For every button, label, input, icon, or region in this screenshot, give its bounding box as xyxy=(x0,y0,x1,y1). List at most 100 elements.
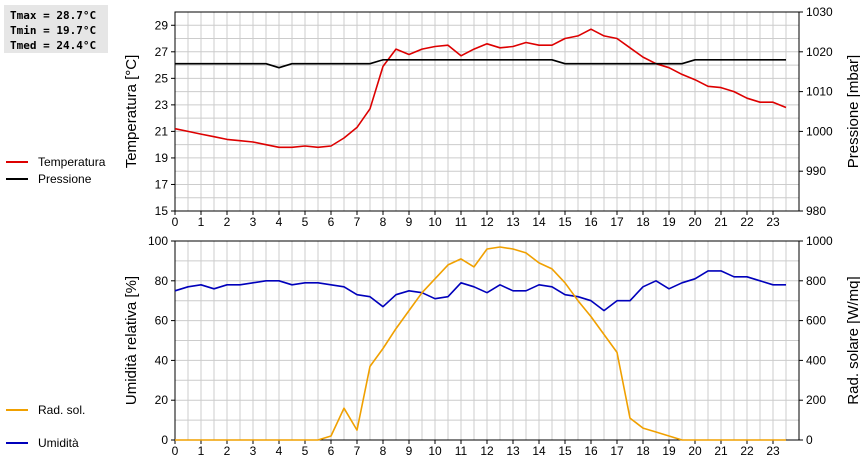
x-tick-label: 11 xyxy=(455,444,468,458)
y-right-tick-label: 990 xyxy=(806,164,826,178)
tmed-label: Tmed = 24.4°C xyxy=(10,39,97,52)
x-tick-label: 18 xyxy=(636,215,650,229)
x-tick-label: 5 xyxy=(302,215,309,229)
x-tick-label: 5 xyxy=(302,444,309,458)
x-tick-label: 21 xyxy=(714,444,728,458)
x-tick-label: 14 xyxy=(532,444,546,458)
x-tick-label: 9 xyxy=(406,444,413,458)
tmin-label: Tmin = 19.7°C xyxy=(10,24,97,37)
x-tick-label: 3 xyxy=(250,444,257,458)
x-tick-label: 12 xyxy=(480,215,494,229)
y-right-tick-label: 980 xyxy=(806,204,826,218)
x-tick-label: 6 xyxy=(328,215,335,229)
y-left-tick-label: 0 xyxy=(161,433,168,447)
x-tick-label: 11 xyxy=(455,215,468,229)
series-line-pressure xyxy=(175,58,786,69)
x-tick-label: 19 xyxy=(662,444,676,458)
x-tick-label: 17 xyxy=(610,215,624,229)
x-tick-label: 15 xyxy=(558,444,572,458)
legend-label-humidity: Umidità xyxy=(38,436,79,450)
y-left-tick-label: 60 xyxy=(155,314,169,328)
y-left-tick-label: 100 xyxy=(148,234,168,248)
x-tick-label: 1 xyxy=(198,215,205,229)
y-right-tick-label: 1010 xyxy=(806,85,833,99)
x-tick-label: 0 xyxy=(172,215,179,229)
x-tick-label: 22 xyxy=(740,444,754,458)
y-left-tick-label: 27 xyxy=(155,45,169,59)
x-tick-label: 8 xyxy=(380,444,387,458)
x-tick-label: 2 xyxy=(224,215,231,229)
x-tick-label: 7 xyxy=(354,444,361,458)
legend-item-radiation: Rad. sol. xyxy=(6,402,85,418)
x-tick-label: 4 xyxy=(276,444,283,458)
legend-label-pressure: Pressione xyxy=(38,172,92,186)
y-left-tick-label: 19 xyxy=(155,151,169,165)
legend-swatch-pressure xyxy=(6,178,28,180)
x-tick-label: 9 xyxy=(406,215,413,229)
x-tick-label: 16 xyxy=(584,444,598,458)
y-left-tick-label: 20 xyxy=(155,393,169,407)
x-tick-label: 3 xyxy=(250,215,257,229)
x-tick-label: 4 xyxy=(276,215,283,229)
y-left-tick-label: 15 xyxy=(155,204,169,218)
x-tick-label: 13 xyxy=(506,215,520,229)
x-tick-label: 14 xyxy=(532,215,546,229)
y-right-tick-label: 1030 xyxy=(806,5,833,19)
x-tick-label: 2 xyxy=(224,444,231,458)
y-left-axis-title: Temperatura [°C] xyxy=(123,55,140,169)
y-right-tick-label: 600 xyxy=(806,314,826,328)
x-tick-label: 13 xyxy=(506,444,520,458)
legend-swatch-humidity xyxy=(6,442,28,444)
legend-item-temperature: Temperatura xyxy=(6,154,105,170)
legend-item-humidity: Umidità xyxy=(6,435,79,451)
y-right-tick-label: 800 xyxy=(806,274,826,288)
legend-swatch-temperature xyxy=(6,161,28,163)
x-tick-label: 10 xyxy=(428,215,442,229)
y-right-tick-label: 0 xyxy=(806,433,813,447)
series-line-temperature xyxy=(174,28,787,149)
y-left-tick-label: 29 xyxy=(155,18,169,32)
chart-panel-0: 0 1 2 3 4 5 6 7 8 9 10 11 12 13 14 15 16 17 18 19 20 21 22 2315… xyxy=(123,5,860,229)
y-left-tick-label: 21 xyxy=(155,124,169,138)
y-right-tick-label: 400 xyxy=(806,353,826,367)
x-tick-label: 12 xyxy=(480,444,494,458)
y-right-tick-label: 200 xyxy=(806,393,826,407)
y-left-tick-label: 17 xyxy=(155,177,169,191)
x-tick-label: 15 xyxy=(558,215,572,229)
y-left-tick-label: 40 xyxy=(155,353,169,367)
series-line-radiation xyxy=(175,246,786,441)
y-right-tick-label: 1000 xyxy=(806,124,833,138)
x-tick-label: 23 xyxy=(766,215,780,229)
x-tick-label: 23 xyxy=(766,444,780,458)
y-left-axis-title: Umidità relativa [%] xyxy=(123,276,140,405)
tmax-label: Tmax = 28.7°C xyxy=(10,9,97,22)
legend-item-pressure: Pressione xyxy=(6,171,91,187)
x-tick-label: 7 xyxy=(354,215,361,229)
y-right-axis-title: Rad. solare [W/mq] xyxy=(845,276,860,404)
y-left-tick-label: 23 xyxy=(155,98,169,112)
x-tick-label: 8 xyxy=(380,215,387,229)
y-right-tick-label: 1020 xyxy=(806,45,833,59)
series-line-humidity xyxy=(174,270,786,312)
y-right-tick-label: 1000 xyxy=(806,234,833,248)
y-left-tick-label: 80 xyxy=(155,274,169,288)
x-tick-label: 6 xyxy=(328,444,335,458)
x-tick-label: 16 xyxy=(584,215,598,229)
y-right-axis-title: Pressione [mbar] xyxy=(845,55,860,168)
x-tick-label: 17 xyxy=(610,444,624,458)
y-left-tick-label: 25 xyxy=(155,71,169,85)
x-tick-label: 19 xyxy=(662,215,676,229)
legend-label-temperature: Temperatura xyxy=(38,155,106,169)
x-tick-label: 10 xyxy=(428,444,442,458)
stats-box: Tmax = 28.7°C Tmin = 19.7°C Tmed = 24.4°… xyxy=(4,5,108,53)
x-tick-label: 18 xyxy=(636,444,650,458)
x-tick-label: 0 xyxy=(172,444,179,458)
x-tick-label: 22 xyxy=(740,215,754,229)
legend-label-radiation: Rad. sol. xyxy=(38,403,86,417)
x-tick-label: 1 xyxy=(198,444,205,458)
legend-swatch-radiation xyxy=(6,409,28,411)
x-tick-label: 21 xyxy=(714,215,728,229)
x-tick-label: 20 xyxy=(688,215,702,229)
chart-panel-1: 0 1 2 3 4 5 6 7 8 9 10 11 12 13 14 15 16 17 18 19 20 21 22 2302… xyxy=(123,234,860,458)
